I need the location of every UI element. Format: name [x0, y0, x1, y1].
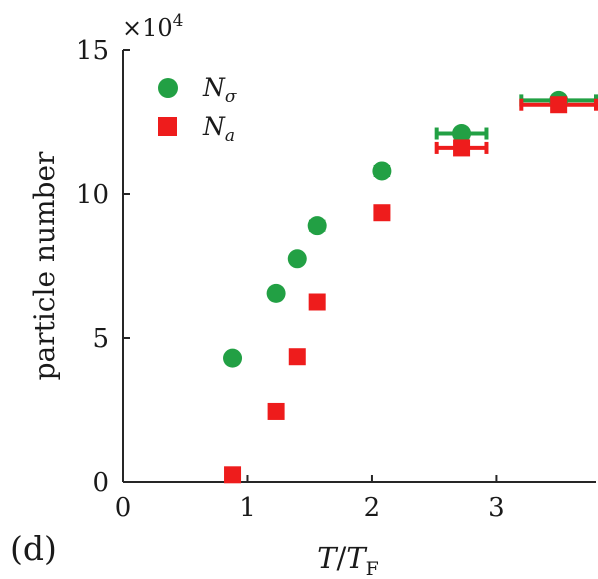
panel-label: (d)	[10, 529, 57, 568]
x-tick-label: 3	[488, 493, 505, 523]
x-tick-label: 0	[115, 493, 132, 523]
legend: Nσ Na	[158, 73, 237, 146]
data-point-square	[373, 204, 391, 222]
data-point-circle	[452, 124, 472, 144]
data-point-square	[224, 466, 242, 484]
data-point-square	[308, 293, 326, 311]
y-axis-title: particle number	[28, 151, 61, 380]
x-tick-label: 2	[364, 493, 381, 523]
data-point-square	[267, 402, 285, 420]
data-point-circle	[287, 249, 307, 269]
error-bars	[290, 94, 598, 363]
x-tick-label: 1	[239, 493, 256, 523]
data-point-square	[288, 348, 306, 366]
legend-marker-n-sigma	[158, 78, 178, 98]
y-tick-label: 10	[76, 180, 109, 210]
data-point-square	[550, 96, 568, 114]
legend-label-n-a: Na	[202, 112, 235, 146]
y-axis-multiplier: ×104	[122, 11, 183, 42]
data-point-square	[453, 139, 471, 157]
data-point-circle	[223, 348, 243, 368]
y-tick-label: 5	[92, 324, 109, 354]
axis-ticks: 0 1 2 3 0 5 10 15	[76, 36, 505, 523]
legend-label-n-sigma: Nσ	[202, 73, 237, 107]
data-point-circle	[372, 161, 392, 181]
data-markers	[223, 90, 569, 484]
y-tick-label: 0	[92, 468, 109, 498]
legend-marker-n-a	[158, 117, 177, 136]
y-tick-label: 15	[76, 36, 109, 66]
plot-frame	[122, 50, 596, 483]
data-point-circle	[307, 216, 327, 236]
data-point-circle	[266, 283, 286, 303]
x-axis-title: T/TF	[317, 541, 379, 579]
